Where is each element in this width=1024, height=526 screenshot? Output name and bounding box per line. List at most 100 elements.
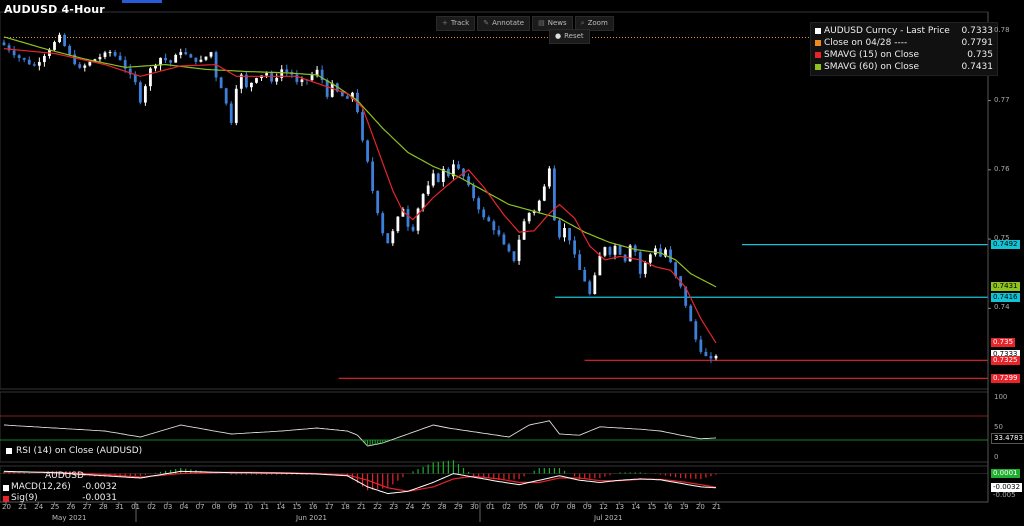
candle-body [68,46,72,55]
legend-row-close[interactable]: Close on 04/28 ---- 0.7791 [815,37,993,49]
macd-swatch [3,484,9,491]
candle-body [219,77,223,89]
candle-body [527,212,531,222]
legend-swatch [815,64,821,70]
candle-body [436,173,440,182]
x-tick-label: 06 [534,503,544,511]
x-tick-label: 01 [486,503,495,511]
candle-body [250,82,253,88]
legend-row-sma60[interactable]: SMAVG (60) on Close 0.7431 [815,61,993,73]
legend-label: Close on 04/28 ---- [824,38,908,48]
track-label: Track [450,19,470,27]
x-tick-label: 08 [566,503,576,511]
candle-body [58,34,61,43]
candle-body [542,186,546,201]
legend-row-last-price[interactable]: AUDUSD Curncy - Last Price 0.7333 [815,25,993,37]
legend-label: AUDUSD Curncy - Last Price [824,26,950,36]
x-tick-label: 09 [227,503,237,511]
candle-body [709,355,713,359]
magnifier-icon: ⌕ [580,19,585,27]
x-tick-label: 01 [131,503,140,511]
crosshair-icon: + [442,19,448,27]
rsi-swatch [6,448,12,454]
candle-body [285,69,289,73]
candle-body [239,74,243,89]
indicator-panes [0,415,988,495]
x-tick-label: 08 [211,503,221,511]
reset-button[interactable]: ● Reset [549,29,590,44]
x-tick-label: 27 [82,503,92,511]
candle-body [694,321,698,340]
x-tick-label: 19 [679,503,689,511]
candle-body [396,216,400,232]
candle-body [643,262,647,274]
annotate-button[interactable]: ✎ Annotate [477,16,531,31]
candle-body [265,73,268,76]
candle-body [583,269,587,282]
candle-body [421,194,425,209]
candle-body [164,57,167,61]
active-tab-indicator [122,0,162,3]
candle-body [568,227,571,241]
track-button[interactable]: + Track [436,16,476,31]
x-tick-label: 02 [147,503,157,511]
candle-body [381,213,385,234]
macd-line [3,470,717,495]
month-label: Jul 2021 [594,514,623,522]
candle-body [194,57,198,62]
candle-body [42,55,46,63]
x-tick-label: 20 [2,503,11,511]
x-tick-label: 28 [98,503,108,511]
candle-body [351,92,354,99]
candle-body [426,185,430,195]
candle-body [255,78,258,83]
x-tick-label: 07 [195,503,205,511]
candle-body [482,209,486,218]
y-tick-label: 0.76 [994,164,1010,173]
candle-body [502,234,506,245]
x-tick-label: 12 [599,503,608,511]
candle-body [467,176,470,186]
candle-body [623,254,627,262]
x-tick-label: 21 [357,503,366,511]
macd-axis-label: -0.005 [993,491,1016,500]
x-tick-label: 25 [421,503,431,511]
x-tick-label: 18 [340,503,350,511]
candle-body [27,59,31,65]
candle-body [310,75,314,81]
x-tick-label: 29 [453,503,463,511]
rsi-axis-label: 50 [994,423,1003,431]
price-tag: 0.7492 [991,240,1020,250]
candle-body [88,61,92,66]
legend-row-sma15[interactable]: SMAVG (15) on Close 0.735 [815,49,993,61]
signal-value: -0.0031 [82,493,117,503]
candle-body [563,227,566,238]
candle-body [224,88,228,104]
candle-body [174,54,178,63]
x-tick-label: 17 [324,503,334,511]
candle-body [103,52,107,58]
candle-body [618,245,622,255]
y-tick-label: 0.75 [994,234,1010,243]
x-tick-label: 26 [66,503,76,511]
candle-body [138,82,142,103]
price-tag: 0.7416 [991,292,1020,302]
legend-value: 0.735 [967,50,993,60]
candle-body [487,217,491,222]
x-tick-label: 30 [469,503,479,511]
price-tag: 0.7299 [991,373,1020,383]
candle-body [366,140,369,162]
candle-body [391,231,395,244]
x-tick-label: 10 [244,503,253,511]
rsi-axis-label: 0 [994,453,999,461]
reset-label: Reset [564,32,584,40]
price-tag: 0.7325 [991,355,1020,365]
x-tick-label: 15 [292,503,302,511]
reset-icon: ● [555,32,562,40]
x-tick-label: 07 [550,503,560,511]
signal-swatch [3,495,9,502]
zoom-button[interactable]: ⌕ Zoom [574,16,614,31]
rsi-line [3,420,717,447]
rsi-axis-label: 100 [994,393,1008,401]
